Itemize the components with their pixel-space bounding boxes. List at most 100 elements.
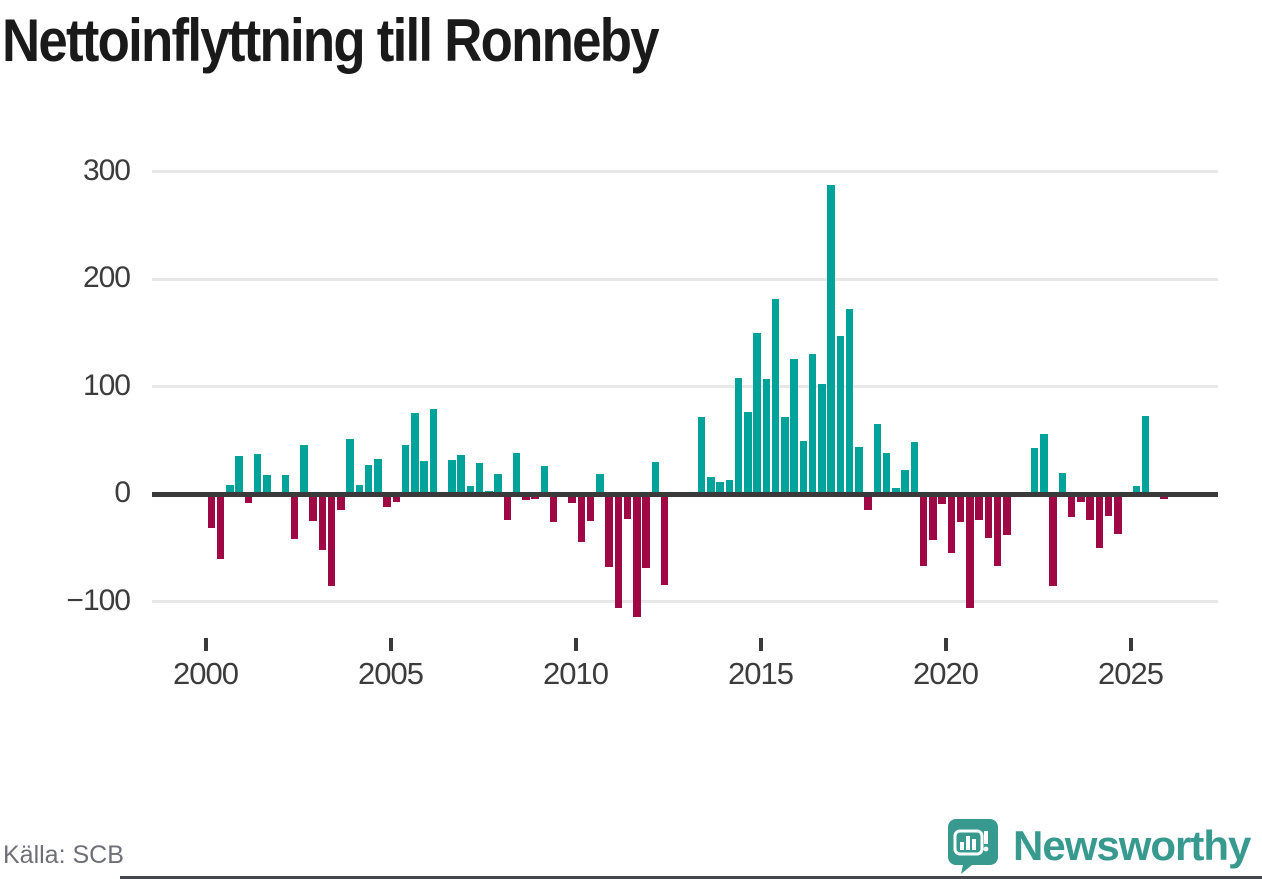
bar bbox=[1058, 472, 1067, 494]
bar bbox=[975, 494, 983, 520]
bar bbox=[734, 377, 743, 494]
bar bbox=[263, 474, 271, 494]
bar bbox=[577, 494, 586, 543]
bar bbox=[707, 476, 715, 494]
x-axis-tick bbox=[758, 638, 763, 651]
bar bbox=[956, 494, 965, 522]
bar bbox=[1141, 415, 1150, 494]
bar bbox=[1049, 494, 1057, 587]
bar bbox=[235, 456, 243, 494]
bar bbox=[1086, 494, 1094, 520]
bar bbox=[892, 487, 900, 494]
x-axis-label: 2000 bbox=[173, 656, 239, 691]
bar bbox=[771, 299, 780, 494]
bar bbox=[660, 494, 669, 586]
bar bbox=[1132, 486, 1141, 494]
bar bbox=[226, 485, 234, 494]
logo-bar-tall bbox=[966, 836, 970, 850]
bar bbox=[744, 412, 752, 494]
bar bbox=[697, 416, 706, 494]
bar bbox=[355, 485, 364, 494]
gridline bbox=[152, 385, 1218, 388]
x-axis-tick bbox=[388, 638, 393, 651]
logo-exclamation-dot bbox=[983, 846, 989, 852]
bar bbox=[512, 453, 521, 494]
bar bbox=[633, 494, 641, 617]
bar bbox=[475, 462, 484, 494]
x-axis-tick bbox=[203, 638, 208, 651]
bar bbox=[216, 494, 225, 559]
gridline bbox=[152, 600, 1218, 603]
bar bbox=[327, 494, 336, 587]
x-axis-label: 2010 bbox=[543, 656, 609, 691]
bar bbox=[1040, 433, 1048, 494]
bar bbox=[716, 482, 724, 494]
bar bbox=[753, 332, 761, 494]
bar bbox=[540, 466, 549, 494]
bar bbox=[836, 335, 845, 494]
bar bbox=[827, 185, 835, 494]
bar bbox=[457, 455, 465, 494]
logo-bar-short bbox=[960, 842, 964, 850]
y-axis-label: 200 bbox=[82, 261, 131, 294]
logo-bar-mid bbox=[972, 839, 976, 850]
bar bbox=[919, 494, 928, 567]
bar bbox=[855, 446, 863, 494]
bar bbox=[364, 464, 373, 494]
bar bbox=[1104, 494, 1113, 516]
bar bbox=[725, 480, 734, 494]
y-axis-label: −100 bbox=[66, 583, 131, 617]
bar bbox=[993, 494, 1002, 567]
bar bbox=[1003, 494, 1011, 535]
bar bbox=[845, 309, 854, 494]
bar bbox=[1114, 494, 1122, 534]
bar bbox=[596, 473, 604, 494]
bar bbox=[1067, 494, 1076, 517]
gridline bbox=[152, 170, 1218, 173]
bar bbox=[494, 473, 502, 494]
bar bbox=[910, 442, 919, 494]
bar bbox=[374, 458, 382, 494]
newsworthy-wordmark: Newsworthy bbox=[1013, 822, 1251, 869]
bar bbox=[781, 416, 789, 494]
bar bbox=[281, 474, 290, 494]
bar bbox=[253, 454, 262, 494]
x-axis-label: 2020 bbox=[913, 656, 979, 691]
x-axis-label: 2015 bbox=[728, 656, 794, 691]
bar bbox=[864, 494, 872, 511]
bar bbox=[429, 409, 438, 494]
bar bbox=[1030, 447, 1039, 494]
bar bbox=[1095, 494, 1104, 548]
x-axis-label: 2005 bbox=[358, 656, 424, 691]
bar bbox=[929, 494, 937, 541]
bar bbox=[947, 494, 956, 554]
newsworthy-speech-bubble-chart-icon bbox=[948, 819, 998, 874]
y-axis-label: 100 bbox=[82, 368, 131, 402]
bar bbox=[337, 494, 345, 511]
bar bbox=[1160, 494, 1168, 500]
newsworthy-brand: Newsworthy bbox=[946, 818, 1251, 874]
bar bbox=[938, 494, 946, 504]
bar bbox=[420, 460, 428, 494]
bar bbox=[623, 494, 632, 519]
bar bbox=[790, 358, 798, 494]
bar bbox=[762, 378, 771, 494]
zero-axis-line bbox=[152, 491, 1218, 497]
bar bbox=[808, 354, 817, 494]
logo-exclamation-bar bbox=[984, 831, 988, 844]
bar bbox=[818, 384, 826, 494]
bar bbox=[300, 444, 308, 494]
x-axis-tick bbox=[1128, 638, 1133, 651]
bar bbox=[966, 494, 974, 608]
bar bbox=[401, 444, 410, 494]
bottom-strip bbox=[120, 876, 1262, 879]
bar bbox=[642, 494, 650, 569]
bar bbox=[586, 494, 595, 521]
bar bbox=[383, 494, 391, 507]
y-axis-label: 300 bbox=[82, 153, 131, 187]
x-axis-tick bbox=[573, 638, 578, 651]
y-axis-label: 0 bbox=[114, 476, 131, 509]
bar bbox=[549, 494, 558, 522]
bar bbox=[244, 494, 253, 503]
bar bbox=[984, 494, 993, 539]
